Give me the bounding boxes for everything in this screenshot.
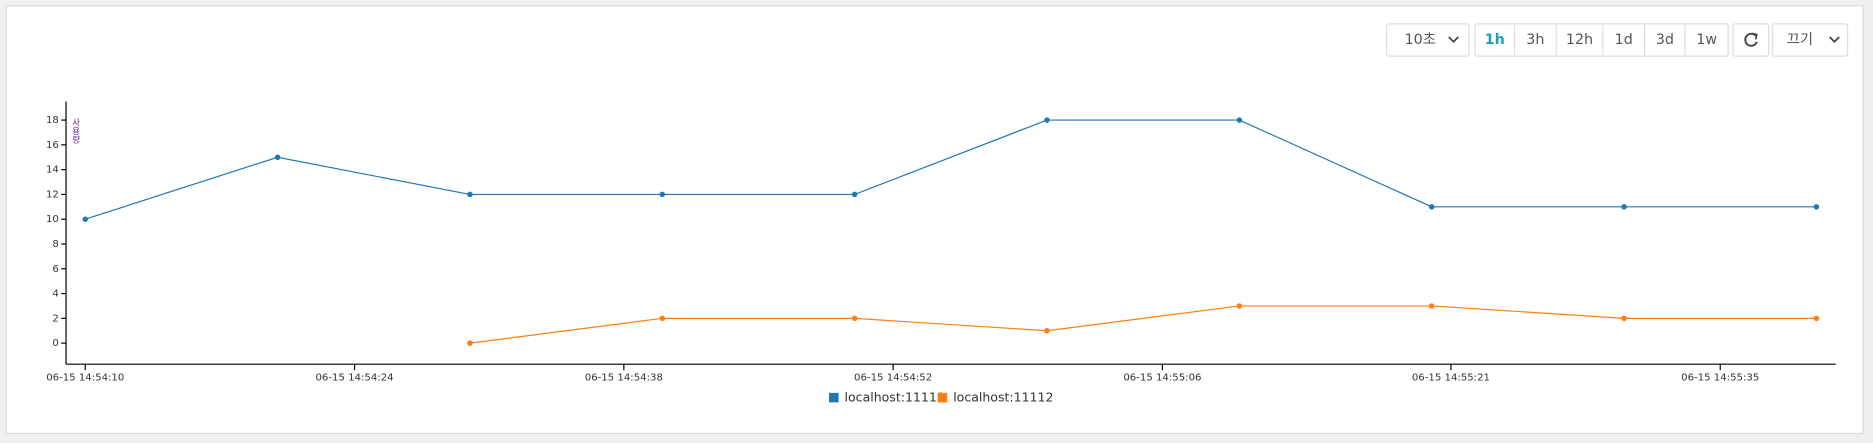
data-point <box>274 154 281 161</box>
refresh-button[interactable] <box>1732 23 1770 57</box>
select-box[interactable] <box>1386 23 1470 57</box>
x-tick-label: 06-15 14:54:10 <box>46 372 124 383</box>
y-tick-label: 14 <box>46 165 59 176</box>
data-point <box>82 216 89 222</box>
x-tick-label: 06-15 14:54:38 <box>585 372 663 383</box>
series-line <box>85 119 1817 220</box>
data-point <box>1621 204 1627 210</box>
data-point <box>1044 117 1050 123</box>
y-tick-label: 0 <box>52 338 58 349</box>
select-label[interactable]: 끄기 <box>1787 31 1813 48</box>
legend-label: localhost:11111 <box>845 390 945 405</box>
data-point <box>1621 315 1627 322</box>
auto-select[interactable]: 끄기 <box>1771 23 1849 57</box>
range-button[interactable]: 1h <box>1485 32 1505 48</box>
x-tick-label: 06-15 14:55:21 <box>1412 372 1490 383</box>
y-tick-label: 10 <box>46 214 59 225</box>
y-tick-label: 6 <box>52 264 58 275</box>
range-button[interactable]: 3h <box>1526 32 1544 48</box>
x-tick-label: 06-15 14:55:35 <box>1681 372 1759 383</box>
y-tick-label: 8 <box>52 239 58 250</box>
data-point <box>467 340 473 346</box>
button-box[interactable] <box>1732 23 1770 57</box>
data-point <box>851 315 858 322</box>
legend-label: localhost:11112 <box>953 390 1053 405</box>
data-point <box>851 191 858 198</box>
y-tick-label: 16 <box>46 140 59 151</box>
select-box[interactable] <box>1771 23 1849 57</box>
x-tick-label: 06-15 14:54:24 <box>315 372 393 383</box>
data-point <box>1428 204 1435 210</box>
chevron <box>1448 36 1459 44</box>
x-tick-label: 06-15 14:54:52 <box>854 372 932 383</box>
data-point <box>1813 315 1820 322</box>
y-tick-label: 12 <box>46 189 59 200</box>
range-button[interactable]: 12h <box>1566 32 1593 48</box>
data-point <box>1236 303 1243 309</box>
y-tick-label: 4 <box>52 289 58 300</box>
data-point <box>467 191 473 198</box>
legend-swatch <box>937 392 948 403</box>
range-buttons: 1h 3h 12h 1d 3d 1w <box>1474 23 1729 57</box>
data-point <box>1428 303 1435 309</box>
legend-swatch <box>829 392 839 403</box>
data-point <box>1044 327 1050 334</box>
interval-select[interactable]: 10초 <box>1386 23 1470 57</box>
y-tick-label: 18 <box>46 115 59 126</box>
range-button[interactable]: 3d <box>1656 32 1674 48</box>
data-point <box>1813 204 1820 210</box>
range-button[interactable]: 1d <box>1615 32 1633 48</box>
data-point <box>659 191 666 198</box>
select-label[interactable]: 10초 <box>1405 32 1436 48</box>
chevron <box>1829 36 1840 44</box>
refresh-arrow <box>1751 32 1758 40</box>
range-button[interactable]: 1w <box>1696 32 1717 48</box>
plot: 0 2 4 6 8 10 12 14 16 18 06-15 14:54:10 06-15 14:54… <box>46 101 1836 405</box>
panel <box>5 5 1864 435</box>
series-line <box>469 305 1817 344</box>
y-tick-label: 2 <box>52 313 58 324</box>
data-point <box>659 315 666 322</box>
data-point <box>1236 117 1243 123</box>
y-axis-label: 사용량 <box>71 118 81 143</box>
x-tick-label: 06-15 14:55:06 <box>1123 372 1201 383</box>
button-group-box <box>1474 23 1729 57</box>
